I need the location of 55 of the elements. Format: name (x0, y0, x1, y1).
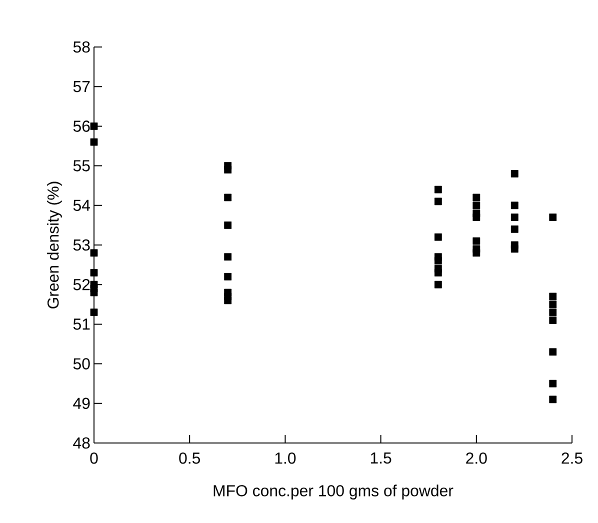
point (224, 253, 232, 261)
y-tick-label: 48 (73, 437, 90, 449)
point (90, 288, 98, 296)
point (510, 214, 518, 221)
point (472, 214, 480, 221)
point (549, 300, 557, 308)
x-tick-label: 0 (90, 452, 98, 464)
x-tick-label: 2.0 (466, 452, 487, 464)
point (224, 194, 232, 202)
x-tick-label: 0.5 (179, 452, 200, 464)
point (90, 122, 98, 130)
point (549, 214, 557, 221)
point (472, 202, 480, 210)
x-tick-label: 1.5 (370, 452, 392, 464)
x-tick-label: 2.5 (562, 452, 582, 464)
point (472, 237, 480, 245)
y-tick-label: 58 (73, 41, 90, 53)
y-tick-label: 52 (73, 278, 90, 290)
point (549, 316, 557, 324)
point (549, 292, 557, 300)
point (224, 166, 232, 174)
y-tick-label: 53 (73, 239, 90, 251)
point (549, 348, 557, 356)
point (510, 170, 518, 178)
x-tick-label: 1.0 (275, 452, 296, 464)
point (434, 269, 442, 276)
point (472, 194, 480, 202)
point (90, 249, 98, 257)
point (510, 202, 518, 210)
point (549, 396, 557, 404)
point (510, 245, 518, 253)
y-tick-label: 49 (73, 398, 90, 410)
y-tick-label: 51 (73, 318, 90, 330)
point (549, 380, 557, 388)
point (224, 296, 232, 304)
point (90, 308, 98, 316)
point (90, 269, 98, 276)
x-axis-title: MFO conc.per 100 gms of powder (214, 484, 454, 500)
y-tick-label: 50 (73, 358, 90, 370)
point (434, 198, 442, 206)
point (224, 221, 232, 229)
y-axis-title: Green density (%) (47, 182, 62, 308)
y-tick-label: 55 (73, 160, 90, 172)
y-tick-label: 57 (73, 81, 90, 92)
point (434, 280, 442, 288)
point (434, 186, 442, 194)
y-tick-label: 56 (73, 120, 90, 132)
y-tick-label: 54 (73, 200, 90, 211)
point (90, 138, 98, 146)
point (472, 249, 480, 257)
point (224, 272, 232, 280)
point (434, 257, 442, 265)
point (434, 233, 442, 241)
point (549, 308, 557, 316)
point (510, 225, 518, 233)
